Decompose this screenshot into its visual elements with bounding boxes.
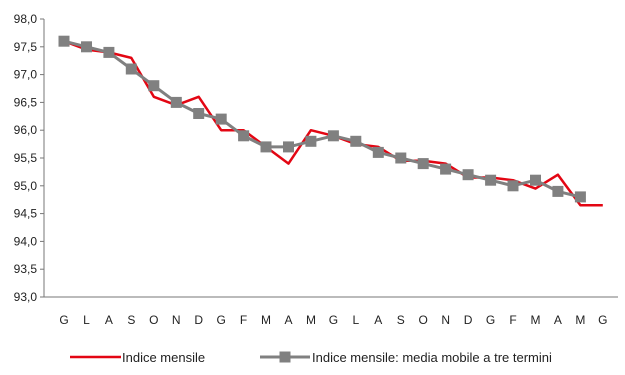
y-tick-label: 95,0 [14,179,38,193]
data-point-marker [485,174,497,186]
legend-label-media-mobile: Indice mensile: media mobile a tre termi… [312,350,552,365]
data-point-marker [574,191,586,203]
legend-label-indice-mensile: Indice mensile [122,350,205,365]
y-tick-label: 93,5 [14,262,38,276]
data-point-marker [327,130,339,142]
x-tick-label: O [419,313,428,327]
y-tick-label: 97,5 [14,40,38,54]
data-point-marker [462,169,474,181]
data-point-marker [283,141,294,153]
y-tick-label: 94,5 [14,207,38,221]
data-point-marker [125,63,137,75]
x-tick-label: G [329,313,338,327]
x-tick-label: M [306,313,316,327]
data-point-marker [238,130,250,142]
x-tick-label: D [194,313,203,327]
y-tick-label: 97,0 [14,68,38,82]
data-point-marker [440,163,452,175]
data-point-marker [215,113,227,125]
data-point-marker [81,41,92,53]
x-tick-label: N [441,313,450,327]
y-tick-label: 94,0 [14,234,38,248]
data-point-marker [305,135,317,147]
series-line-1 [63,40,603,207]
data-point-marker [103,46,115,58]
data-point-marker [170,96,182,108]
data-point-marker [58,35,70,47]
data-point-marker [148,80,160,92]
y-tick-label: 95,5 [14,151,38,165]
series-line-2 [63,39,581,199]
y-tick-label: 96,5 [14,95,38,109]
data-point-marker [372,146,384,158]
x-tick-label: D [464,313,473,327]
y-axis-ticks: 93,0 93,5 94,0 94,5 95,0 95,5 96,0 96,5 97,0 97,5… [14,12,44,304]
x-tick-label: G [598,313,607,327]
x-tick-label: A [105,313,113,327]
x-tick-label: A [284,313,292,327]
y-tick-label: 96,0 [14,123,38,137]
x-tick-label: L [353,313,360,327]
data-point-marker [530,174,541,186]
x-tick-label: G [486,313,495,327]
data-point-marker [395,152,407,164]
data-point-marker [350,135,362,147]
x-tick-label: M [261,313,271,327]
y-tick-label: 93,0 [14,290,38,304]
data-point-marker [193,108,205,119]
x-tick-label: L [83,313,90,327]
x-tick-label: F [240,313,247,327]
data-point-marker [552,185,564,197]
x-tick-label: A [554,313,562,327]
x-tick-label: S [127,313,135,327]
x-tick-label: G [216,313,225,327]
x-tick-label: S [397,313,405,327]
x-tick-label: F [509,313,516,327]
x-tick-label: A [374,313,382,327]
data-point-marker [260,141,272,153]
x-tick-label: O [149,313,158,327]
x-tick-label: M [575,313,585,327]
x-tick-label: M [530,313,540,327]
series-layer [58,35,603,207]
data-point-marker [507,180,519,192]
y-tick-label: 98,0 [14,12,38,26]
x-tick-label: N [172,313,181,327]
axes [43,19,618,298]
legend: Indice mensile Indice mensile: media mobi… [70,350,552,365]
legend-marker-media-mobile [279,351,291,363]
data-point-marker [417,158,429,170]
x-tick-label: G [59,313,68,327]
